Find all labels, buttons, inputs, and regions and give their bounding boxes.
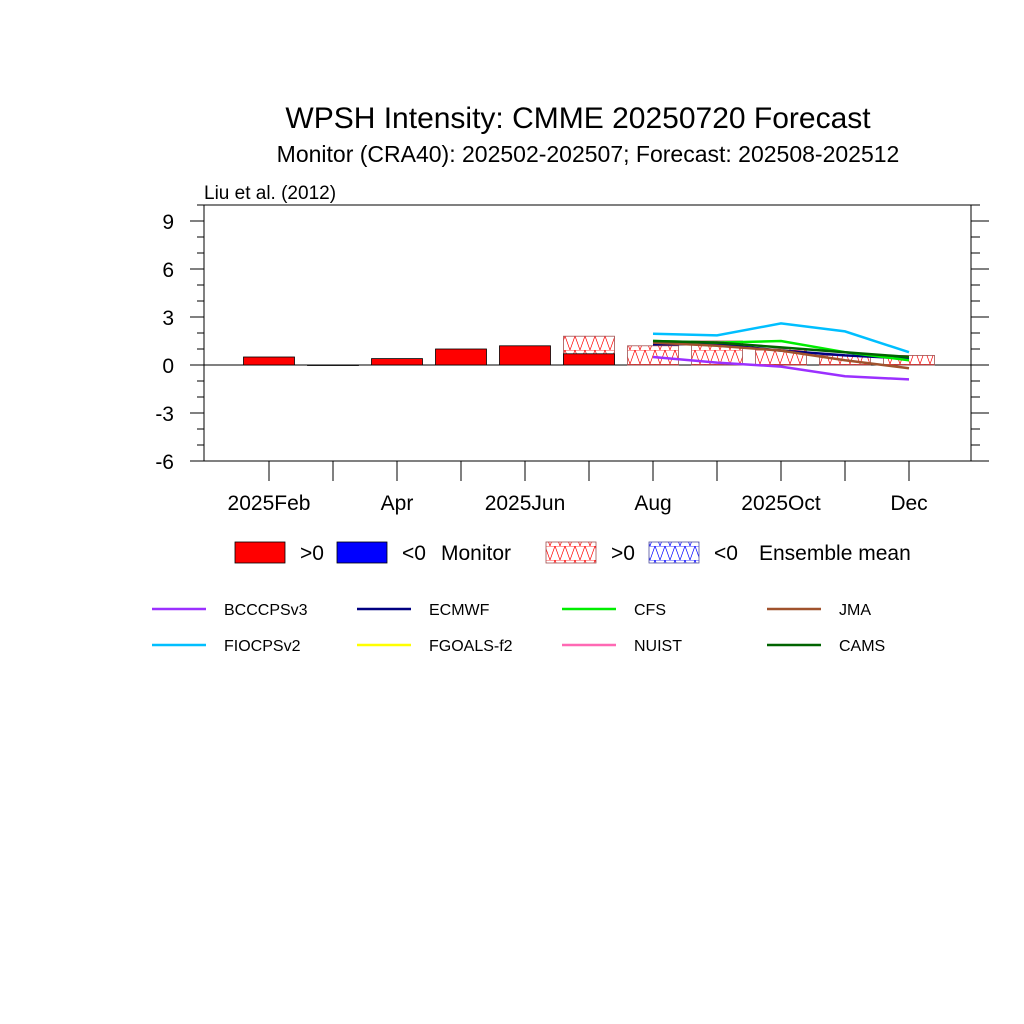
y-tick-label: 0 [162, 355, 174, 378]
plot-area: 9 6 3 0 -3 -6 2025Feb Apr 2025Jun Aug 2025Oct Dec [155, 204, 989, 515]
chart-reference: Liu et al. (2012) [204, 183, 336, 204]
chart-subtitle: Monitor (CRA40): 202502-202507; Forecast… [277, 141, 900, 167]
y-tick-label: 9 [162, 211, 174, 234]
series-line-jma [652, 341, 910, 370]
y-tick-label: -3 [155, 403, 174, 426]
legend-label-fiocpsv2: FIOCPSv2 [224, 638, 301, 655]
chart-title: WPSH Intensity: CMME 20250720 Forecast [285, 102, 871, 135]
monitor-bar [371, 358, 423, 366]
monitor-bar [307, 364, 359, 366]
legend-label-fgoals-f2: FGOALS-f2 [429, 638, 513, 655]
series-line-bcccpsv3 [652, 355, 910, 381]
x-tick-label: Dec [890, 492, 927, 515]
legend-label-bcccpsv3: BCCCPSv3 [224, 602, 308, 619]
legend-label-cams: CAMS [839, 638, 885, 655]
monitor-bar [563, 353, 615, 366]
ensemble-mean-bar [627, 345, 679, 366]
legend-ensemble-pos-label: >0 [611, 542, 635, 565]
y-tick-label: -6 [155, 451, 174, 474]
legend-label-nuist: NUIST [634, 638, 682, 655]
y-tick-label: 3 [162, 307, 174, 330]
legend-monitor-ensemble: >0 <0 Monitor >0 <0 Ensemble mean [234, 541, 911, 565]
legend-monitor-label: Monitor [441, 542, 511, 565]
x-tick-label: 2025Oct [741, 492, 821, 515]
monitor-bar [435, 348, 487, 366]
legend-models: BCCCPSv3 ECMWF CFS JMA FIOCPSv2 FGOALS-f2 NUIS… [152, 602, 885, 655]
legend-ensemble-neg-swatch [648, 541, 700, 564]
x-tick-label: Aug [634, 492, 671, 515]
y-tick-label: 6 [162, 259, 174, 282]
legend-monitor-neg-label: <0 [402, 542, 426, 565]
monitor-bar [499, 345, 551, 366]
series-line-fiocpsv2 [652, 322, 910, 354]
legend-ensemble-label: Ensemble mean [759, 542, 911, 565]
legend-monitor-pos-label: >0 [300, 542, 324, 565]
legend-monitor-neg-swatch [336, 541, 388, 564]
legend-ensemble-pos-swatch [545, 541, 597, 564]
x-tick-label: 2025Feb [228, 492, 311, 515]
legend-ensemble-neg-label: <0 [714, 542, 738, 565]
x-tick-label: Apr [381, 492, 414, 515]
series-line-cams [652, 339, 910, 359]
legend-label-cfs: CFS [634, 602, 666, 619]
legend-label-ecmwf: ECMWF [429, 602, 490, 619]
legend-monitor-pos-swatch [234, 541, 286, 564]
monitor-bar [243, 356, 295, 366]
x-tick-label: 2025Jun [485, 492, 566, 515]
legend-label-jma: JMA [839, 602, 871, 619]
plot-frame [203, 204, 972, 462]
